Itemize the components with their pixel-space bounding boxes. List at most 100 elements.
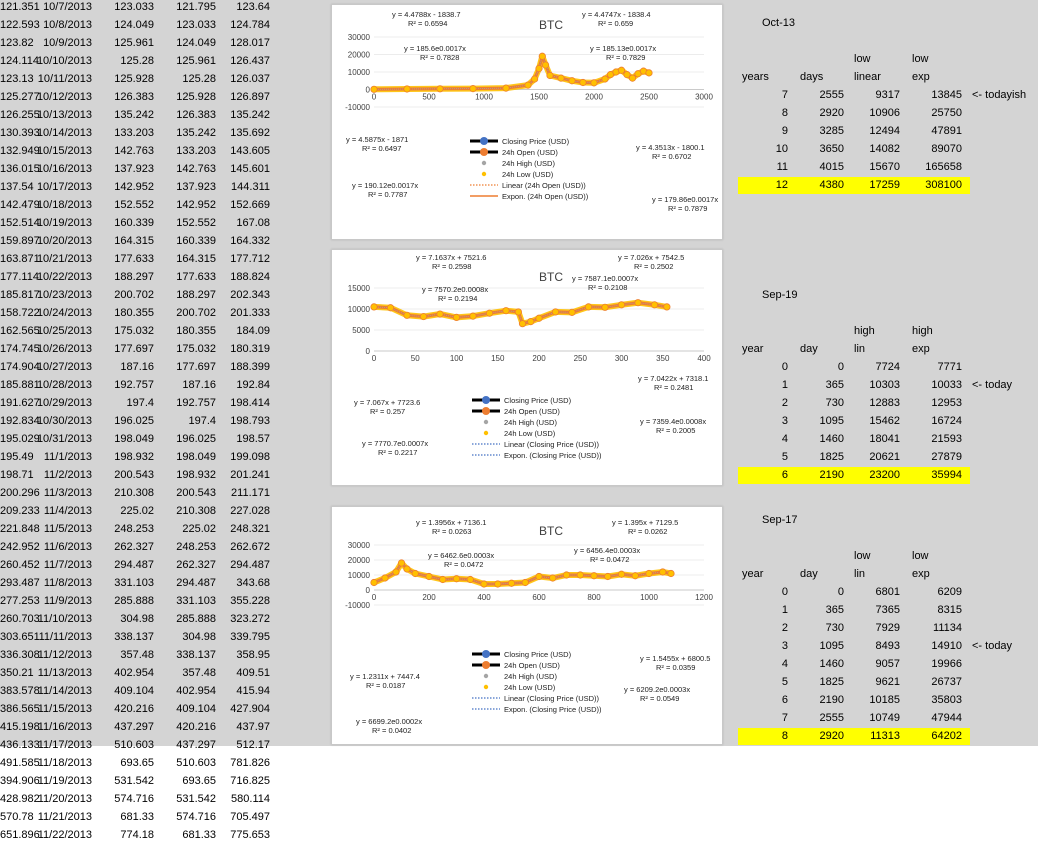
price-cell[interactable]: 187.16	[182, 379, 216, 391]
header-cell[interactable]: years	[742, 71, 769, 83]
price-cell[interactable]: 197.4	[126, 397, 154, 409]
price-cell[interactable]: 357.48	[182, 667, 216, 679]
value-cell[interactable]: 7	[781, 89, 788, 101]
price-cell[interactable]: 436.133	[0, 739, 40, 751]
date-cell[interactable]: 11/4/2013	[43, 505, 92, 517]
note-cell[interactable]: <- today	[972, 379, 1013, 391]
price-cell[interactable]: 123.64	[236, 1, 270, 13]
date-cell[interactable]: 10/31/2013	[36, 433, 92, 445]
note-cell[interactable]: <- todayish	[972, 89, 1027, 101]
price-cell[interactable]: 512.17	[236, 739, 270, 751]
date-cell[interactable]: 11/10/2013	[37, 613, 92, 625]
price-cell[interactable]: 152.669	[230, 199, 270, 211]
price-cell[interactable]: 125.928	[176, 91, 216, 103]
value-cell[interactable]: 11	[776, 161, 788, 173]
price-cell[interactable]: 262.327	[176, 559, 216, 571]
date-cell[interactable]: 10/20/2013	[36, 235, 92, 247]
value-cell[interactable]: 6	[781, 469, 788, 481]
price-cell[interactable]: 174.745	[0, 343, 40, 355]
date-cell[interactable]: 11/11/2013	[38, 631, 92, 643]
header-cell[interactable]: low	[854, 53, 871, 65]
date-cell[interactable]: 11/1/2013	[43, 451, 92, 463]
price-cell[interactable]: 198.049	[176, 451, 216, 463]
price-cell[interactable]: 775.653	[230, 829, 270, 841]
price-cell[interactable]: 705.497	[230, 811, 270, 823]
price-cell[interactable]: 135.242	[176, 127, 216, 139]
price-cell[interactable]: 427.904	[230, 703, 270, 715]
price-cell[interactable]: 142.763	[176, 163, 216, 175]
value-cell[interactable]: 25750	[931, 107, 962, 119]
price-cell[interactable]: 175.032	[176, 343, 216, 355]
header-cell[interactable]: low	[912, 53, 929, 65]
value-cell[interactable]: 21593	[931, 433, 962, 445]
header-cell[interactable]: exp	[912, 568, 930, 580]
price-cell[interactable]: 132.949	[0, 145, 40, 157]
price-cell[interactable]: 125.277	[0, 91, 40, 103]
date-cell[interactable]: 10/13/2013	[36, 109, 92, 121]
value-cell[interactable]: 4	[781, 433, 788, 445]
price-cell[interactable]: 304.98	[182, 631, 216, 643]
value-cell[interactable]: 9317	[875, 89, 900, 101]
price-cell[interactable]: 200.543	[176, 487, 216, 499]
price-cell[interactable]: 248.253	[114, 523, 154, 535]
value-cell[interactable]: 14082	[869, 143, 900, 155]
date-cell[interactable]: 10/19/2013	[36, 217, 92, 229]
value-cell[interactable]: 2190	[819, 694, 844, 706]
price-cell[interactable]: 202.343	[230, 289, 270, 301]
price-cell[interactable]: 681.33	[182, 829, 216, 841]
date-cell[interactable]: 10/10/2013	[36, 55, 92, 67]
note-cell[interactable]: <- today	[972, 640, 1013, 652]
price-cell[interactable]: 162.565	[0, 325, 40, 337]
value-cell[interactable]: 1	[781, 604, 788, 616]
price-cell[interactable]: 437.97	[236, 721, 270, 733]
price-cell[interactable]: 123.033	[114, 1, 154, 13]
price-cell[interactable]: 160.339	[114, 217, 154, 229]
price-cell[interactable]: 195.029	[0, 433, 40, 445]
price-cell[interactable]: 198.793	[230, 415, 270, 427]
price-cell[interactable]: 121.795	[176, 1, 216, 13]
value-cell[interactable]: 6209	[937, 586, 962, 598]
value-cell[interactable]: 26737	[931, 676, 962, 688]
price-cell[interactable]: 242.952	[0, 541, 40, 553]
header-cell[interactable]: exp	[912, 343, 930, 355]
value-cell[interactable]: 308100	[925, 179, 962, 191]
price-cell[interactable]: 285.888	[114, 595, 154, 607]
price-cell[interactable]: 225.02	[182, 523, 216, 535]
price-cell[interactable]: 123.82	[0, 37, 34, 49]
price-cell[interactable]: 125.928	[114, 73, 154, 85]
price-cell[interactable]: 126.037	[230, 73, 270, 85]
price-cell[interactable]: 152.552	[114, 199, 154, 211]
value-cell[interactable]: 8	[781, 730, 788, 742]
price-cell[interactable]: 248.253	[176, 541, 216, 553]
price-cell[interactable]: 188.297	[176, 289, 216, 301]
price-cell[interactable]: 174.904	[0, 361, 40, 373]
price-cell[interactable]: 136.015	[0, 163, 40, 175]
price-cell[interactable]: 350.21	[0, 667, 34, 679]
date-cell[interactable]: 11/13/2013	[37, 667, 92, 679]
price-cell[interactable]: 198.932	[176, 469, 216, 481]
date-cell[interactable]: 10/30/2013	[36, 415, 92, 427]
price-cell[interactable]: 262.327	[114, 541, 154, 553]
price-cell[interactable]: 192.84	[236, 379, 270, 391]
date-cell[interactable]: 10/7/2013	[43, 1, 92, 13]
value-cell[interactable]: 8493	[875, 640, 900, 652]
date-cell[interactable]: 11/12/2013	[37, 649, 92, 661]
value-cell[interactable]: 8	[781, 107, 788, 119]
price-cell[interactable]: 175.032	[114, 325, 154, 337]
date-cell[interactable]: 10/23/2013	[36, 289, 92, 301]
price-cell[interactable]: 137.54	[0, 181, 34, 193]
price-cell[interactable]: 135.692	[230, 127, 270, 139]
price-cell[interactable]: 152.514	[0, 217, 40, 229]
date-cell[interactable]: 11/6/2013	[43, 541, 92, 553]
price-cell[interactable]: 124.049	[114, 19, 154, 31]
price-cell[interactable]: 152.552	[176, 217, 216, 229]
price-cell[interactable]: 331.103	[114, 577, 154, 589]
price-cell[interactable]: 201.241	[230, 469, 270, 481]
price-cell[interactable]: 323.272	[230, 613, 270, 625]
date-cell[interactable]: 10/24/2013	[36, 307, 92, 319]
price-cell[interactable]: 409.51	[236, 667, 270, 679]
price-cell[interactable]: 200.702	[176, 307, 216, 319]
date-cell[interactable]: 10/16/2013	[36, 163, 92, 175]
price-cell[interactable]: 343.68	[236, 577, 270, 589]
header-cell[interactable]: day	[800, 568, 818, 580]
